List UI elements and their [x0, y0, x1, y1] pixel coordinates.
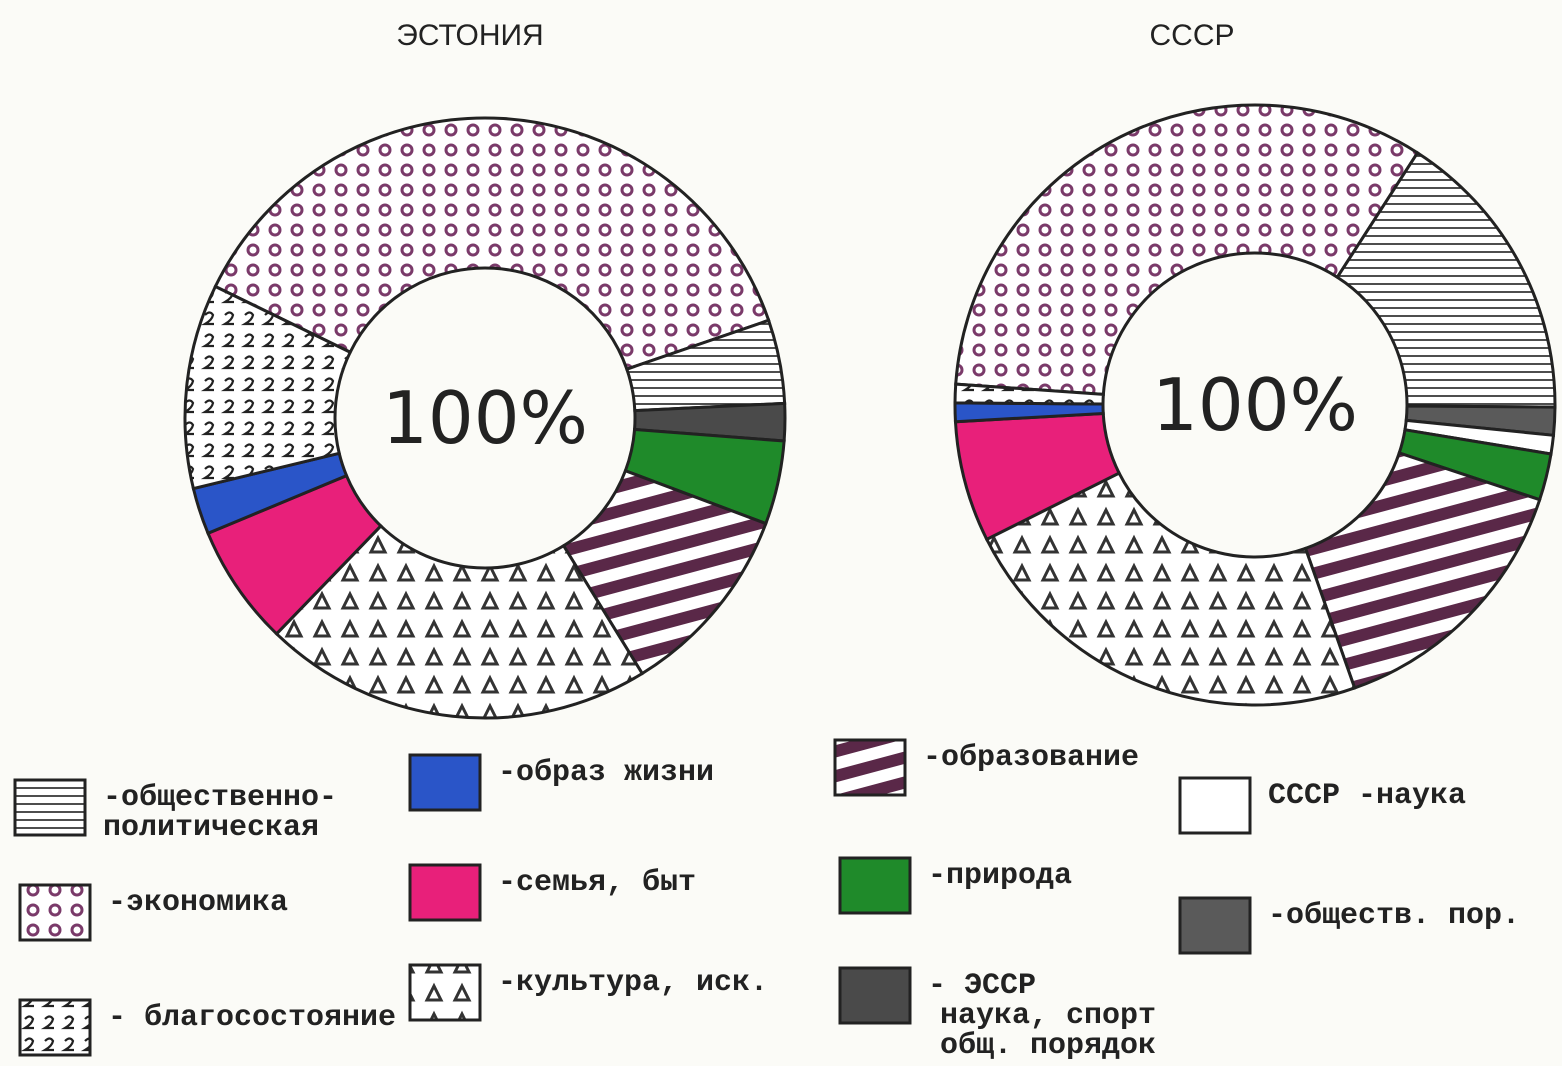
- legend-label: общ. порядок: [940, 1029, 1156, 1063]
- legend-label: -образ жизни: [498, 756, 714, 790]
- legend-swatch: [838, 966, 912, 1025]
- donut-slice: [1303, 451, 1542, 690]
- legend-swatch: [408, 753, 482, 812]
- legend-label: -обществ. пор.: [1268, 899, 1520, 933]
- legend-label: -природа: [928, 859, 1072, 893]
- donut-slice: [183, 284, 353, 491]
- legend-swatch: [1178, 776, 1252, 835]
- legend-label: СССР -наука: [1268, 779, 1466, 813]
- legend-swatch: [833, 738, 907, 797]
- donut-slice: [953, 382, 1105, 406]
- center-label: 100%: [1152, 363, 1358, 447]
- legend-label: - ЭССР: [928, 969, 1036, 1003]
- donut-slice: [954, 103, 1420, 396]
- legend-label: -семья, быт: [498, 866, 696, 900]
- legend-label: -общественно-: [103, 781, 337, 815]
- legend-swatch: [838, 856, 912, 915]
- legend-swatch: [1178, 896, 1252, 955]
- donut-slice: [984, 471, 1357, 707]
- donut-slice: [213, 116, 771, 372]
- legend-swatch: [13, 778, 87, 837]
- legend-label: политическая: [103, 811, 319, 845]
- legend-label: -образование: [923, 741, 1139, 775]
- legend-label: -культура, иск.: [498, 966, 768, 1000]
- legend-label: наука, спорт: [940, 999, 1156, 1033]
- legend-swatch: [18, 998, 92, 1057]
- legend-label: -экономика: [108, 886, 288, 920]
- chart-title: СССР: [1149, 19, 1234, 52]
- legend-swatch: [408, 963, 482, 1022]
- center-label: 100%: [382, 376, 588, 460]
- donut-slice: [274, 523, 645, 720]
- legend-swatch: [408, 863, 482, 922]
- chart-title: ЭСТОНИЯ: [396, 19, 543, 52]
- legend-label: - благосостояние: [108, 1001, 396, 1035]
- legend-swatch: [18, 883, 92, 942]
- donut-slice: [1335, 150, 1557, 409]
